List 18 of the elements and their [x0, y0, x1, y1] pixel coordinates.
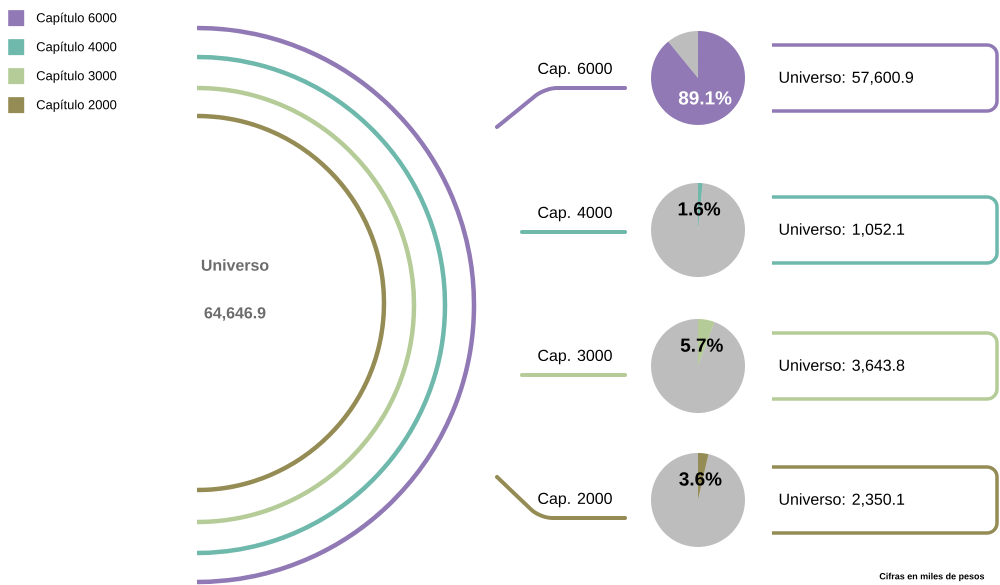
text: Universo: 1,052.1 — [780, 223, 904, 237]
text: Cap. 4000 — [538, 206, 612, 222]
text: Cap. 6000 — [538, 62, 612, 78]
category-label: Capítulo 3000 — [36, 70, 116, 83]
data-label: 5.7% — [680, 338, 723, 352]
category-label: Capítulo 2000 — [36, 100, 116, 112]
text: Universo — [202, 259, 268, 271]
text: Universo: 57,600.9 — [780, 71, 914, 85]
data-label: 89.1% — [678, 91, 732, 105]
text: Universo: 2,350.1 — [780, 493, 904, 507]
category-label: Capítulo 4000 — [36, 42, 116, 54]
text: Cifras en miles de pesos — [880, 572, 984, 582]
data-label: 1.6% — [678, 202, 720, 216]
category-label: Capítulo 6000 — [36, 12, 116, 25]
text: 64,646.9 — [204, 307, 266, 321]
text: Cap. 3000 — [538, 350, 612, 364]
text: Universo: 3,643.8 — [780, 359, 904, 373]
text: Cap. 2000 — [538, 492, 612, 508]
